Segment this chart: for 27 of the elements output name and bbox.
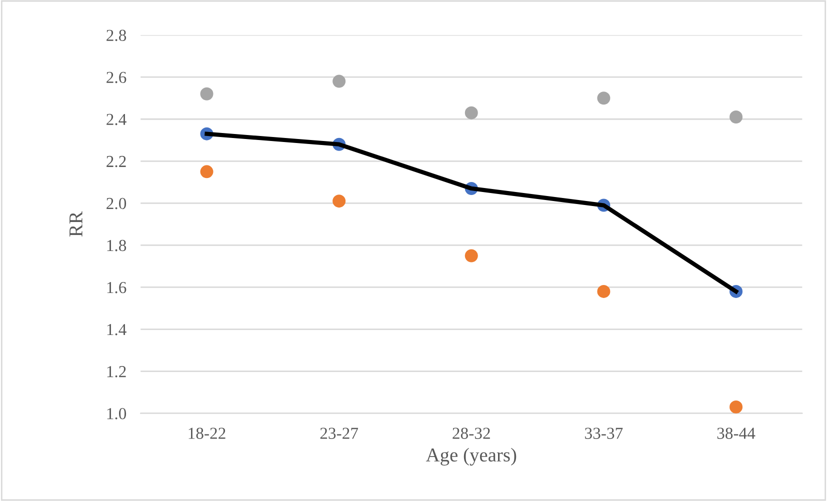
y-tick-label: 2.2 <box>106 156 126 168</box>
y-tick-label: 1.2 <box>107 366 126 378</box>
point <box>332 194 346 208</box>
x-axis-title: Age (years) <box>426 448 516 466</box>
point <box>464 106 478 120</box>
point <box>200 87 214 100</box>
x-tick-label: 33-37 <box>585 428 623 439</box>
point <box>597 92 610 105</box>
y-tick-label: 1.4 <box>107 324 126 336</box>
point <box>597 284 610 298</box>
x-tick-label: 18-22 <box>188 428 226 439</box>
y-tick-label: 1.0 <box>107 408 126 420</box>
y-tick-label: 2.4 <box>106 114 126 126</box>
point <box>200 165 214 178</box>
x-tick-label: 28-32 <box>452 428 490 439</box>
point <box>730 110 743 124</box>
x-tick-label: 38-44 <box>717 428 756 439</box>
x-tick-label: 23-27 <box>320 428 358 439</box>
y-tick-label: 2.6 <box>106 72 126 84</box>
point <box>464 249 478 262</box>
y-tick-label: 2.8 <box>106 30 126 42</box>
y-axis-title: RR <box>70 211 82 237</box>
y-tick-label: 2.0 <box>106 198 126 210</box>
y-tick-label: 1.6 <box>107 282 126 294</box>
y-tick-label: 1.8 <box>107 240 126 252</box>
point <box>730 400 743 414</box>
point <box>332 74 346 88</box>
